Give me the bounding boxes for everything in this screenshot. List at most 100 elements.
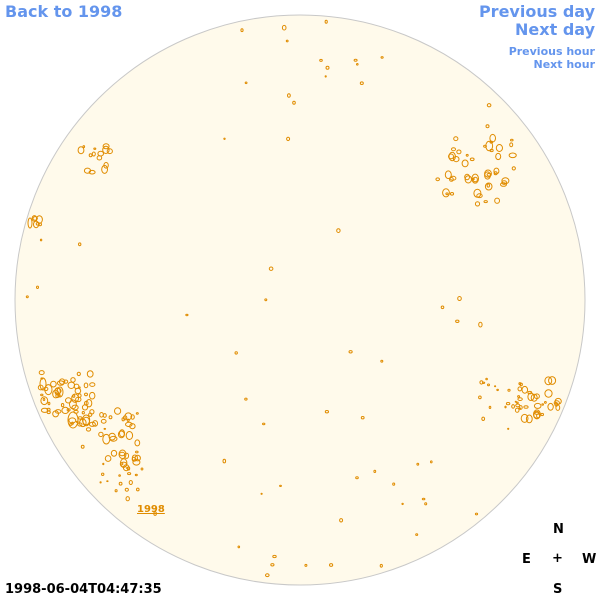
- contour-mark: [500, 182, 507, 187]
- contour-mark: [336, 228, 341, 234]
- contour-mark: [52, 389, 60, 399]
- contour-mark: [134, 473, 138, 477]
- previous-hour-link[interactable]: Previous hour: [508, 45, 595, 58]
- observation-timestamp: 1998-06-04T04:47:35: [5, 582, 162, 597]
- contour-mark: [222, 458, 227, 464]
- compass-north: N: [553, 522, 564, 537]
- contour-mark: [136, 487, 140, 492]
- contour-mark: [89, 382, 96, 387]
- contour-mark: [493, 167, 500, 175]
- contour-mark: [520, 413, 529, 423]
- contour-mark: [514, 400, 517, 403]
- contour-mark: [42, 397, 46, 401]
- contour-mark: [114, 407, 122, 415]
- solar-disk: [14, 14, 586, 586]
- contour-mark: [486, 103, 492, 108]
- contour-mark: [127, 472, 132, 476]
- contour-mark: [514, 407, 520, 413]
- contour-mark: [485, 140, 494, 152]
- contour-mark: [27, 217, 33, 229]
- contour-mark: [324, 410, 329, 414]
- year-link[interactable]: 1998: [137, 504, 165, 515]
- contour-mark: [473, 188, 482, 198]
- contour-mark: [69, 423, 73, 426]
- contour-mark: [102, 143, 110, 150]
- contour-mark: [104, 455, 112, 462]
- contour-mark: [430, 460, 433, 464]
- contour-mark: [519, 382, 523, 387]
- contour-mark: [521, 385, 529, 394]
- contour-mark: [324, 19, 328, 24]
- contour-mark: [373, 469, 377, 473]
- contour-mark: [125, 421, 133, 427]
- contour-mark: [124, 412, 133, 421]
- contour-mark: [69, 399, 77, 410]
- contour-mark: [324, 75, 327, 78]
- contour-mark: [68, 417, 77, 424]
- contour-mark: [484, 182, 493, 191]
- contour-mark: [108, 432, 116, 441]
- contour-mark: [102, 145, 110, 154]
- contour-mark: [379, 563, 383, 568]
- contour-mark: [479, 380, 484, 385]
- contour-mark: [495, 152, 502, 161]
- contour-mark: [70, 377, 76, 383]
- contour-mark: [103, 427, 107, 430]
- contour-mark: [31, 215, 38, 222]
- contour-mark: [84, 400, 89, 406]
- contour-mark: [487, 383, 490, 387]
- previous-day-link[interactable]: Previous day: [478, 2, 595, 21]
- contour-mark: [126, 418, 130, 422]
- contour-mark: [518, 405, 523, 410]
- contour-mark: [501, 177, 510, 185]
- contour-mark: [449, 175, 457, 181]
- contour-mark: [488, 405, 492, 409]
- next-hour-link[interactable]: Next hour: [533, 58, 596, 71]
- contour-mark: [119, 429, 125, 438]
- contour-mark: [416, 462, 420, 466]
- contour-mark: [452, 156, 460, 163]
- contour-mark: [80, 444, 85, 449]
- contour-mark: [153, 511, 157, 516]
- contour-mark: [93, 147, 97, 150]
- contour-mark: [517, 397, 523, 402]
- contour-mark: [525, 414, 533, 424]
- contour-mark: [509, 142, 514, 148]
- contour-mark: [264, 298, 268, 302]
- contour-mark: [279, 484, 282, 487]
- contour-mark: [476, 193, 483, 199]
- contour-mark: [106, 480, 109, 483]
- contour-mark: [134, 439, 141, 447]
- contour-mark: [40, 396, 49, 406]
- contour-mark: [339, 518, 344, 523]
- contour-mark: [78, 242, 82, 247]
- contour-mark: [262, 422, 266, 426]
- contour-mark: [548, 376, 557, 385]
- next-day-link[interactable]: Next day: [515, 20, 595, 39]
- contour-mark: [108, 415, 113, 420]
- contour-mark: [36, 285, 39, 289]
- contour-mark: [483, 200, 488, 204]
- contour-mark: [457, 296, 462, 301]
- contour-mark: [353, 58, 358, 62]
- contour-mark: [39, 377, 47, 391]
- contour-mark: [455, 319, 460, 323]
- magnetic-contours: [25, 19, 562, 578]
- contour-mark: [37, 384, 44, 391]
- contour-mark: [486, 172, 492, 177]
- contour-mark: [287, 93, 291, 98]
- contour-mark: [74, 387, 82, 395]
- back-to-year-link[interactable]: Back to 1998: [5, 2, 123, 21]
- contour-mark: [508, 152, 517, 159]
- contour-mark: [91, 151, 96, 157]
- contour-mark: [50, 380, 57, 388]
- contour-mark: [89, 409, 95, 415]
- contour-mark: [47, 401, 51, 406]
- contour-mark: [465, 153, 469, 157]
- contour-mark: [448, 153, 454, 160]
- contour-mark: [63, 379, 69, 384]
- contour-mark: [85, 427, 92, 432]
- contour-mark: [453, 136, 459, 142]
- contour-mark: [544, 389, 553, 398]
